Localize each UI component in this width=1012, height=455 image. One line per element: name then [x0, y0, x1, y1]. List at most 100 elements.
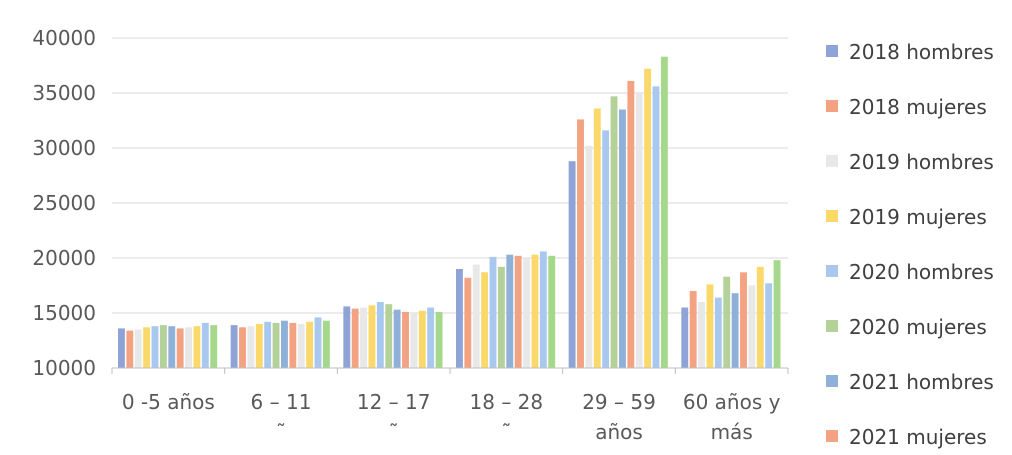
x-tick-label: años	[595, 420, 643, 444]
legend-label: 2018 mujeres	[849, 95, 987, 119]
bar	[193, 326, 201, 368]
bar	[489, 256, 497, 368]
bar	[435, 311, 443, 368]
bar	[272, 322, 280, 368]
y-tick-label: 10000	[32, 356, 96, 380]
y-tick-label: 25000	[32, 191, 96, 215]
bar	[281, 320, 288, 368]
y-tick-label: 20000	[32, 246, 96, 270]
bar	[548, 255, 556, 368]
x-tick-label: 29 – 59	[582, 390, 656, 414]
bar	[159, 325, 167, 368]
bar	[773, 260, 781, 368]
bar	[410, 313, 418, 368]
legend-label: 2019 hombres	[849, 150, 994, 174]
bar	[297, 324, 305, 368]
bar	[134, 329, 142, 368]
legend-label: 2021 mujeres	[849, 425, 987, 449]
bar	[506, 254, 514, 368]
bar	[247, 326, 255, 368]
legend-label: 2018 hombres	[849, 40, 994, 64]
bar	[602, 130, 610, 368]
bar	[255, 324, 263, 368]
bar	[201, 322, 209, 368]
legend-swatch	[826, 430, 838, 442]
bar	[289, 322, 297, 368]
bar	[126, 330, 134, 368]
legend: 2018 hombres 2018 mujeres 2019 hombres 2019…	[826, 40, 994, 449]
legend-swatch	[826, 375, 838, 387]
bar	[681, 307, 689, 368]
bar	[185, 327, 192, 368]
bar	[385, 304, 393, 368]
bar	[706, 284, 714, 368]
bar	[143, 327, 151, 368]
legend-swatch	[826, 320, 838, 332]
bar	[644, 68, 652, 369]
x-tick-label: más	[711, 420, 753, 444]
bar	[376, 302, 384, 368]
bar	[168, 326, 176, 368]
bar	[577, 119, 584, 369]
bar	[230, 325, 238, 368]
bar	[585, 145, 593, 368]
legend-label: 2020 mujeres	[849, 315, 987, 339]
bar	[210, 325, 218, 368]
bar	[418, 310, 426, 368]
bar	[360, 307, 367, 368]
x-axis-ticks: 0 -5 años 6 – 11 ˜ 12 – 17 ˜ 18 – 28 ˜ 29 – 59 a…	[122, 390, 781, 444]
legend-swatch	[826, 45, 838, 57]
bar	[689, 291, 697, 368]
bar	[368, 305, 376, 368]
bar	[756, 266, 764, 368]
axes	[111, 367, 789, 374]
bar	[351, 308, 359, 368]
bar	[723, 276, 731, 368]
bar	[314, 317, 322, 368]
bar	[514, 255, 522, 368]
bar	[427, 307, 435, 368]
bar	[714, 297, 722, 368]
bar	[635, 93, 643, 368]
bar	[322, 320, 330, 368]
bar	[497, 266, 505, 368]
bar	[306, 321, 314, 368]
y-tick-label: 15000	[32, 301, 96, 325]
legend-label: 2019 mujeres	[849, 205, 987, 229]
x-tick-label: ˜	[501, 420, 511, 444]
x-tick-label: ˜	[276, 420, 286, 444]
bar	[740, 272, 747, 368]
bar	[151, 326, 159, 368]
bar	[472, 264, 480, 368]
bar	[464, 277, 472, 368]
y-tick-label: 40000	[32, 26, 96, 50]
y-axis-ticks: 10000 15000 20000 25000 30000 35000 40000	[32, 26, 96, 380]
x-tick-label: 12 – 17	[357, 390, 431, 414]
x-tick-label: 18 – 28	[470, 390, 544, 414]
bar	[531, 254, 539, 368]
grid-lines	[112, 37, 788, 314]
y-tick-label: 35000	[32, 81, 96, 105]
y-tick-label: 30000	[32, 136, 96, 160]
bar	[393, 309, 401, 368]
bar	[176, 328, 184, 368]
bar	[748, 285, 756, 368]
legend-swatch	[826, 155, 838, 167]
bar	[731, 293, 739, 368]
x-tick-label: 0 -5 años	[122, 390, 215, 414]
bar	[523, 258, 530, 368]
bar	[456, 269, 463, 368]
bar	[239, 327, 246, 368]
bar	[619, 109, 626, 368]
bars	[118, 56, 781, 369]
x-tick-label: 60 años y	[683, 390, 781, 414]
bar	[568, 161, 576, 368]
legend-label: 2021 hombres	[849, 370, 994, 394]
legend-swatch	[826, 210, 838, 222]
legend-swatch	[826, 265, 838, 277]
bar	[264, 321, 272, 368]
bar	[698, 302, 705, 368]
bar	[652, 86, 660, 369]
bar	[660, 56, 668, 368]
bar	[627, 80, 635, 369]
